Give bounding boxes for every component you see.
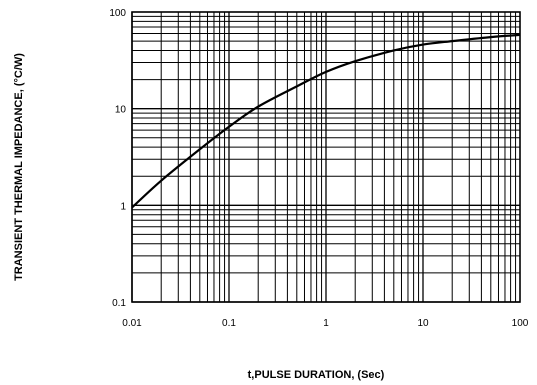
y-tick-label: 1	[120, 201, 126, 212]
y-tick-label: 10	[115, 105, 127, 116]
x-tick-label: 0.01	[122, 318, 142, 329]
x-tick-label: 1	[323, 318, 329, 329]
x-tick-labels: 0.01 0.1 1 10 100	[122, 318, 529, 329]
x-axis-label: t,PULSE DURATION, (Sec)	[248, 369, 385, 381]
series-line	[131, 33, 521, 209]
chart-grid	[131, 12, 520, 303]
x-tick-label: 0.1	[222, 318, 236, 329]
y-axis-label: TRANSIENT THERMAL IMPEDANCE, (°C/W)	[13, 53, 25, 281]
x-tick-label: 10	[417, 318, 429, 329]
x-tick-label: 100	[512, 318, 529, 329]
y-tick-labels: 0.1 1 10 100	[109, 8, 126, 309]
y-tick-label: 0.1	[112, 298, 126, 309]
plot-frame	[131, 11, 521, 303]
y-tick-label: 100	[109, 8, 126, 19]
